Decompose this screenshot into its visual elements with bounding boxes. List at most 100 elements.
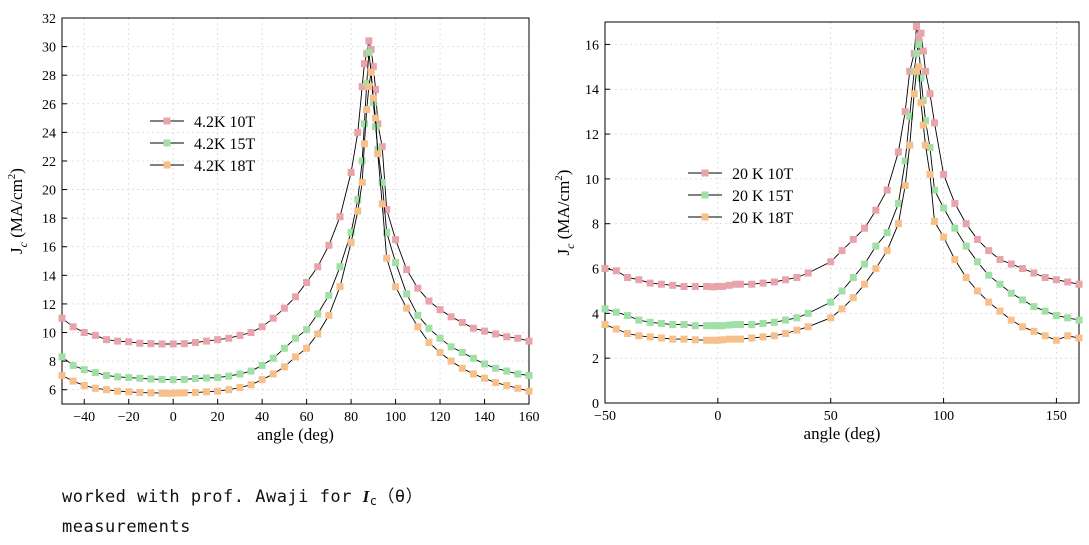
data-point [225, 386, 233, 394]
data-point [91, 369, 99, 377]
data-point [996, 256, 1004, 264]
data-point [447, 313, 455, 321]
legend-label: 4.2K 10T [194, 114, 256, 131]
data-point [838, 305, 846, 313]
data-point [872, 206, 880, 214]
data-point [691, 282, 699, 290]
data-point [158, 375, 166, 383]
data-point [736, 280, 744, 288]
data-point [703, 322, 711, 330]
data-point [180, 340, 188, 348]
data-point [917, 29, 925, 37]
data-point [1007, 316, 1015, 324]
data-point [906, 67, 914, 75]
data-point [669, 335, 677, 343]
data-point [931, 119, 939, 127]
data-point [114, 337, 122, 345]
data-point [303, 344, 311, 352]
data-point [714, 336, 722, 344]
data-point [601, 265, 609, 273]
data-point [770, 278, 778, 286]
data-point [657, 334, 665, 342]
data-point [147, 375, 155, 383]
data-point [996, 307, 1004, 315]
data-point [951, 200, 959, 208]
data-point [872, 265, 880, 273]
y-tick-label: 14 [585, 83, 599, 98]
y-tick-label: 4 [592, 307, 599, 322]
data-point [492, 330, 500, 338]
legend-item-1: 20 K 15T [688, 188, 794, 205]
data-point [912, 67, 920, 75]
legend-label: 20 K 10T [732, 166, 794, 183]
data-point [171, 389, 179, 397]
data-point [347, 228, 355, 236]
data-point [314, 310, 322, 318]
data-point [191, 389, 199, 397]
data-point [414, 311, 422, 319]
data-point [646, 279, 654, 287]
data-point [680, 321, 688, 329]
data-point [347, 168, 355, 176]
data-point [225, 334, 233, 342]
legend-label: 20 K 18T [732, 210, 794, 227]
y-tick-label: 10 [42, 327, 56, 342]
data-point [180, 389, 188, 397]
data-point [624, 273, 632, 281]
data-point [827, 298, 835, 306]
x-tick-label: −40 [73, 410, 95, 425]
data-point [125, 388, 133, 396]
data-point [718, 336, 726, 344]
data-point [169, 376, 177, 384]
data-point [369, 98, 377, 106]
data-point [1030, 327, 1038, 335]
data-point [985, 298, 993, 306]
y-tick-label: 8 [49, 355, 56, 370]
data-point [280, 304, 288, 312]
plot-frame [604, 21, 1080, 404]
data-point [80, 366, 88, 374]
data-point [303, 278, 311, 286]
data-point [214, 387, 222, 395]
data-point [360, 140, 368, 148]
data-point [635, 276, 643, 284]
data-point [973, 287, 981, 295]
data-point [358, 157, 366, 165]
data-point [365, 83, 373, 91]
x-tick-label: 100 [385, 410, 406, 425]
data-point [748, 280, 756, 288]
data-point [214, 374, 222, 382]
data-point [102, 371, 110, 379]
data-point [365, 48, 373, 56]
data-point [102, 336, 110, 344]
data-point [915, 63, 923, 71]
data-point [303, 326, 311, 334]
y-tick-label: 22 [42, 155, 56, 170]
data-point [58, 314, 66, 322]
data-point [838, 247, 846, 255]
data-point [910, 90, 918, 98]
data-point [718, 282, 726, 290]
data-point [91, 384, 99, 392]
legend-marker [163, 161, 171, 169]
data-point [1007, 289, 1015, 297]
data-point [901, 157, 909, 165]
caption-line-2: measurements [62, 517, 191, 537]
data-point [804, 323, 812, 331]
data-point [354, 196, 362, 204]
data-point [360, 60, 368, 68]
data-point [481, 374, 489, 382]
data-point [804, 309, 812, 317]
data-point [314, 330, 322, 338]
data-point [169, 340, 177, 348]
data-point [176, 389, 184, 397]
plot-frame [61, 17, 530, 405]
x-tick-label: 80 [344, 410, 358, 425]
data-point [849, 273, 857, 281]
data-point [403, 266, 411, 274]
data-point [503, 367, 511, 375]
data-point [363, 105, 371, 113]
data-point [849, 294, 857, 302]
data-point [458, 349, 466, 357]
